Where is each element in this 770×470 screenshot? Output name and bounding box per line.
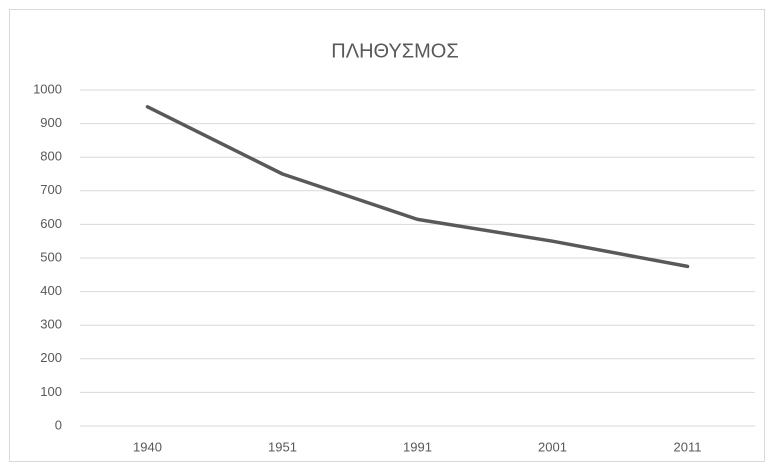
y-tick-label: 900 xyxy=(40,115,62,130)
y-tick-label: 200 xyxy=(40,350,62,365)
x-tick-label: 1940 xyxy=(133,439,162,454)
x-tick-label: 2011 xyxy=(674,439,702,454)
y-tick-label: 700 xyxy=(40,182,62,197)
y-tick-label: 1000 xyxy=(33,81,62,96)
y-tick-label: 300 xyxy=(40,317,62,332)
y-tick-label: 100 xyxy=(40,384,62,399)
x-tick-label: 1951 xyxy=(268,439,297,454)
y-tick-label: 600 xyxy=(40,216,62,231)
y-tick-label: 500 xyxy=(40,249,62,264)
chart-border xyxy=(9,9,765,462)
chart-title: ΠΛΗΘΥΣΜΟΣ xyxy=(331,40,458,62)
x-tick-label: 2001 xyxy=(538,439,567,454)
x-tick-label: 1991 xyxy=(403,439,432,454)
y-tick-label: 0 xyxy=(55,417,62,432)
data-line xyxy=(145,105,690,269)
y-tick-label: 800 xyxy=(40,149,62,164)
y-tick-label: 400 xyxy=(40,283,62,298)
